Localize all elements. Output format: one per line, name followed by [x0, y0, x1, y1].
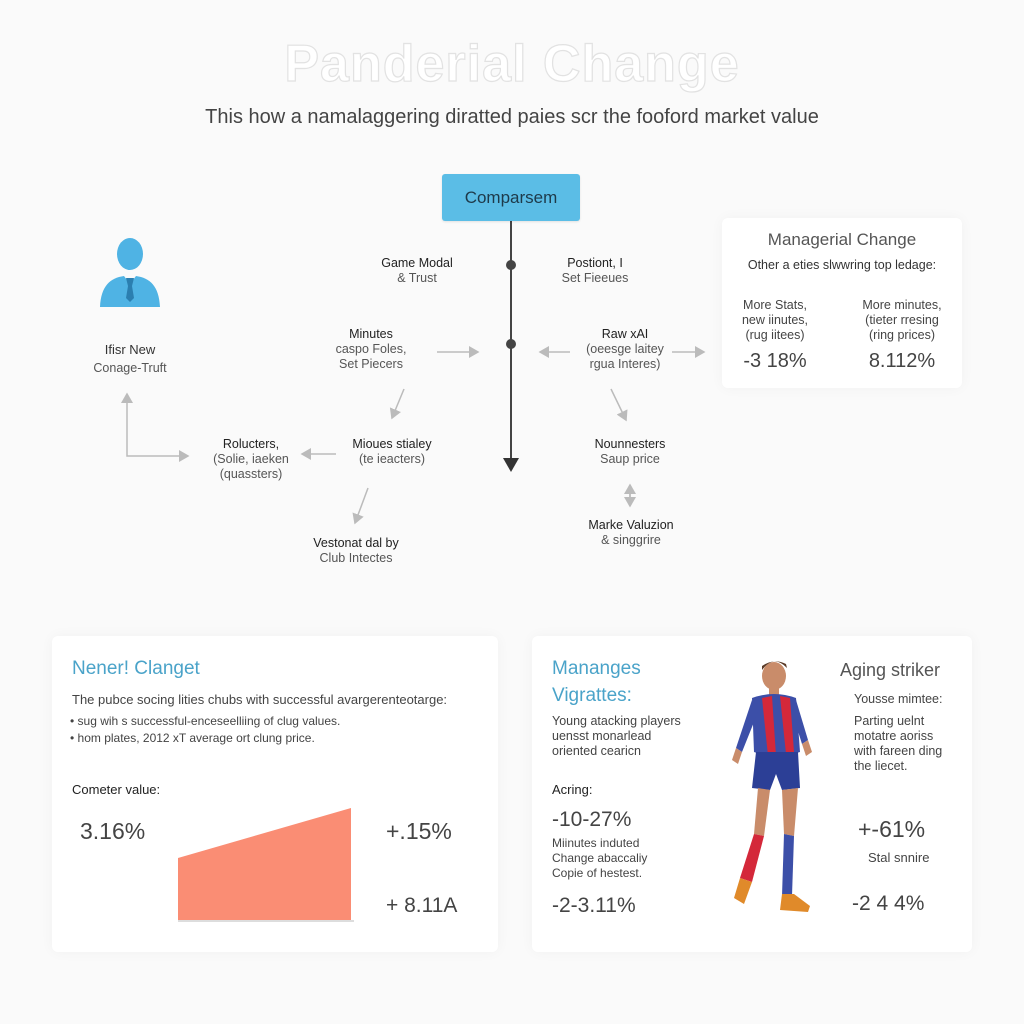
page-subtitle: This how a namalaggering diratted paies … — [205, 106, 819, 128]
striker-desc: Parting uelnt motatre aoriss with fareen… — [854, 714, 943, 773]
managers-label: Acring: — [552, 782, 593, 797]
soccer-player-figure — [732, 661, 812, 912]
spine-node-dot — [506, 339, 516, 349]
managerial-card-title: Managerial Change — [767, 230, 917, 249]
person-line-2: Conage-Truft — [93, 361, 167, 375]
node-minutes-stay: Mioues stialey (te ieacters) — [352, 437, 432, 466]
arrow-down-left — [389, 388, 405, 420]
arrow-down-right — [610, 388, 628, 422]
node-minutes: Minutes caspo Foles, Set Piecers — [335, 327, 407, 371]
elbow-connector — [126, 396, 190, 462]
right-value-1: +.15% — [386, 818, 452, 844]
managers-heading-2: Vigrattes: — [552, 685, 632, 706]
arrow-down-left — [352, 487, 369, 525]
main-spine — [503, 221, 519, 472]
metric-value: 3.16% — [80, 818, 146, 844]
managers-desc-2: Miinutes induted Change abaccaliy Copie … — [552, 836, 648, 880]
managers-value-2: -2-3.11% — [552, 894, 636, 917]
striker-heading: Aging striker — [840, 660, 941, 680]
managerial-value-2: 8.112% — [868, 350, 936, 372]
managerial-col-2: More minutes, (tieter rresing (ring pric… — [862, 298, 942, 342]
node-position: Postiont, I Set Fieeues — [561, 256, 629, 285]
general-card-desc: The pubce socing lities chubs with succe… — [72, 692, 448, 707]
striker-sub: Yousse mimtee: — [854, 692, 943, 706]
striker-value-2: -2 4 4% — [852, 892, 925, 915]
general-card-heading: Nener! Clanget — [72, 658, 200, 679]
node-nounnesters: Nounnesters Saup price — [594, 437, 666, 466]
area-chart — [178, 808, 354, 922]
node-raw-xai: Raw xAI (oeesge laitey rgua Interes) — [586, 327, 664, 371]
managerial-col-1: More Stats, new iinutes, (rug iitees) — [741, 298, 808, 342]
area-chart-fill — [178, 808, 351, 920]
node-game-model: Game Modal & Trust — [381, 256, 453, 285]
node-vestonat: Vestonat dal by Club Intectes — [313, 536, 399, 565]
person-node: Ifisr New Conage-Truft — [60, 342, 200, 376]
root-node-comparsem: Comparsem — [442, 174, 580, 221]
person-icon — [100, 238, 160, 307]
node-market-valuation: Marke Valuzion & singgrire — [588, 518, 674, 547]
striker-label-2: Stal snnire — [868, 850, 930, 865]
managerial-change-card: Managerial Change Other a eties slwwring… — [722, 218, 962, 388]
page-title: Panderial Change — [284, 34, 740, 93]
spine-node-dot — [506, 260, 516, 270]
metric-label: Cometer value: — [72, 782, 161, 797]
person-line-1: Ifisr New — [104, 342, 156, 357]
managers-value-1: -10-27% — [552, 808, 632, 831]
general-card-bullet: • sug wih s successful-enceseelliing of … — [70, 714, 341, 728]
managers-heading-1: Mananges — [552, 658, 641, 679]
general-card-bullet: • hom plates, 2012 xT average ort clung … — [70, 731, 315, 745]
right-value-2: + 8.11A — [386, 894, 458, 917]
node-rolecters: Rolucters, (Solie, iaeken (quassters) — [213, 437, 289, 481]
managers-desc: Young atacking players uensst monarlead … — [552, 714, 681, 758]
managerial-value-1: -3 18% — [743, 350, 807, 372]
managerial-card-subtitle: Other a eties slwwring top ledage: — [747, 258, 937, 272]
general-change-card: Nener! Clanget The pubce socing lities c… — [52, 636, 498, 952]
striker-value-1: +-61% — [858, 816, 926, 842]
managers-card: Mananges Vigrattes: Young atacking playe… — [532, 636, 972, 952]
